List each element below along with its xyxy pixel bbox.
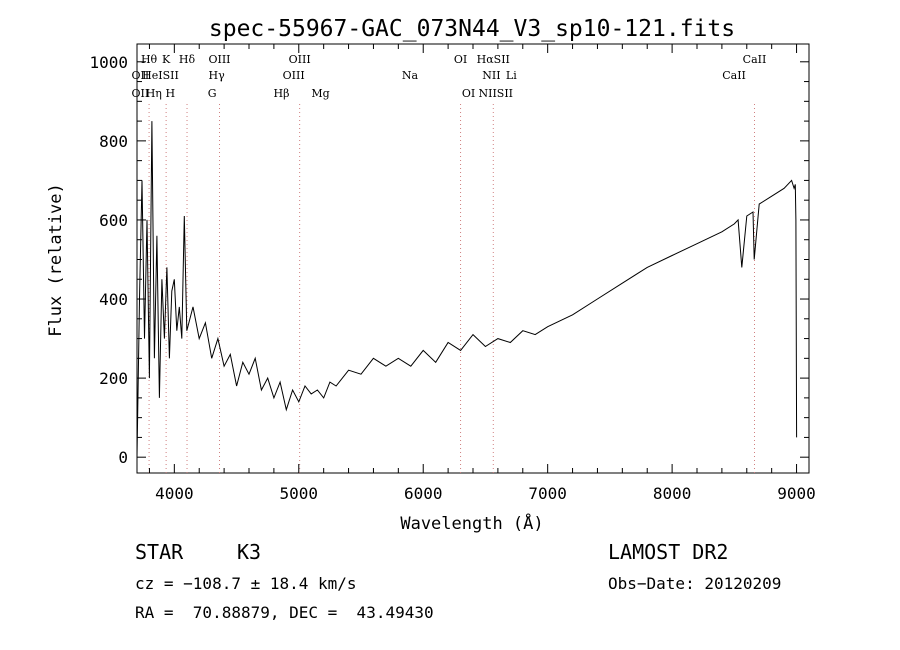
line-marker-label: K bbox=[162, 53, 171, 66]
y-axis: 0 200 400 600 800 1000 bbox=[89, 53, 809, 467]
object-class: STAR bbox=[135, 540, 184, 564]
line-marker-label: NIISII bbox=[478, 87, 513, 100]
redshift-text: cz = −108.7 ± 18.4 km/s bbox=[135, 574, 357, 593]
line-marker-label: HeISII bbox=[142, 69, 179, 82]
line-marker-label: CaII bbox=[743, 53, 767, 66]
line-marker-label: OI bbox=[462, 87, 475, 100]
y-tick-label: 800 bbox=[99, 132, 128, 151]
y-tick-label: 600 bbox=[99, 211, 128, 230]
x-axis-label: Wavelength (Å) bbox=[400, 512, 543, 534]
line-marker-label: Na bbox=[402, 69, 419, 82]
x-tick-label: 5000 bbox=[280, 484, 319, 503]
line-marker-label: HαSII bbox=[477, 53, 510, 66]
coordinates-text: RA = 70.88879, DEC = 43.49430 bbox=[135, 603, 434, 622]
object-subclass: K3 bbox=[237, 540, 262, 564]
line-marker-label: OII bbox=[132, 69, 150, 82]
line-marker-label: OIII bbox=[283, 69, 305, 82]
y-tick-label: 400 bbox=[99, 290, 128, 309]
line-marker-label: OIII bbox=[289, 53, 311, 66]
y-axis-label: Flux (relative) bbox=[46, 183, 66, 337]
x-axis: 4000 5000 6000 7000 8000 9000 bbox=[148, 44, 816, 503]
line-marker-label: OI bbox=[454, 53, 467, 66]
line-marker-label: Hθ bbox=[141, 53, 158, 66]
line-marker-label: Hγ bbox=[209, 69, 226, 82]
line-marker-label: Li bbox=[506, 69, 517, 82]
line-marker-label: Hβ bbox=[274, 87, 290, 100]
line-marker-label: G bbox=[208, 87, 217, 100]
line-marker-label: OII bbox=[132, 87, 150, 100]
y-tick-label: 1000 bbox=[89, 53, 128, 72]
line-marker-label: OIII bbox=[208, 53, 230, 66]
y-tick-label: 200 bbox=[99, 369, 128, 388]
line-marker-label: Hη bbox=[146, 87, 162, 100]
line-marker-label: H bbox=[166, 87, 176, 100]
x-tick-label: 6000 bbox=[404, 484, 443, 503]
x-tick-label: 9000 bbox=[777, 484, 816, 503]
line-marker-label: CaII bbox=[722, 69, 746, 82]
chart-title: spec-55967-GAC_073N44_V3_sp10-121.fits bbox=[209, 16, 735, 42]
y-tick-label: 0 bbox=[118, 448, 128, 467]
line-marker-label: Mg bbox=[311, 87, 329, 100]
observation-date: Obs−Date: 20120209 bbox=[608, 574, 782, 593]
x-tick-label: 4000 bbox=[155, 484, 194, 503]
spectrum-line bbox=[136, 121, 798, 458]
x-tick-label: 7000 bbox=[528, 484, 567, 503]
x-tick-label: 8000 bbox=[653, 484, 692, 503]
line-marker-label: Hδ bbox=[179, 53, 196, 66]
survey-name: LAMOST DR2 bbox=[608, 540, 729, 564]
plot-frame bbox=[136, 43, 810, 474]
line-marker-label: NII bbox=[482, 69, 500, 82]
